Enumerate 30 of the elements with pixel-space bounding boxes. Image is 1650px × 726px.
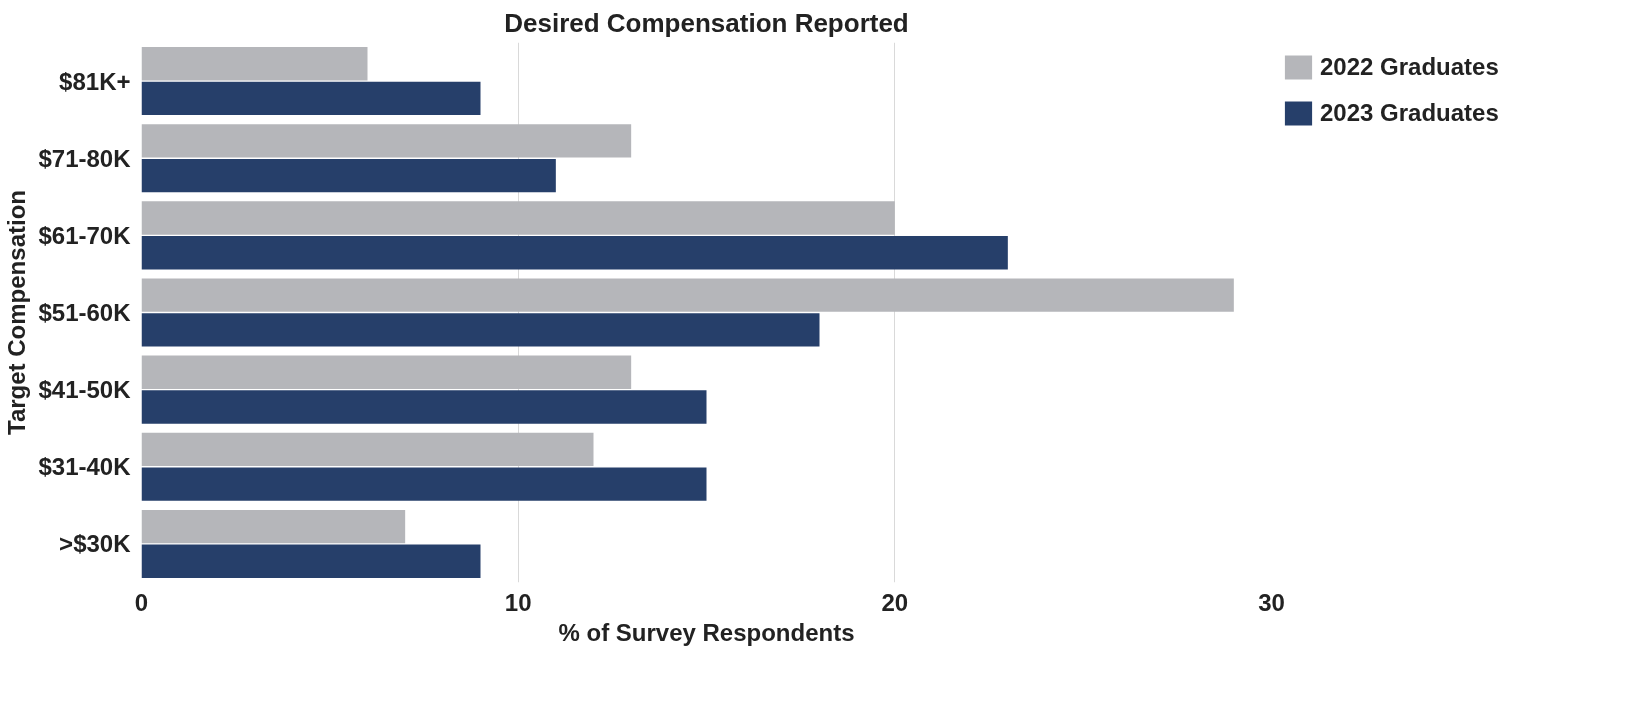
bar (141, 81, 481, 116)
bar (141, 509, 406, 544)
x-tick-label: 30 (1258, 588, 1285, 616)
y-axis-title: Target Compensation (3, 190, 31, 435)
bar (141, 236, 1008, 270)
y-tick-label: $51-60K (38, 299, 132, 326)
legend-label: 2023 Graduates (1320, 99, 1499, 127)
bar (141, 313, 820, 347)
bar (141, 467, 707, 501)
y-tick-label: >$30K (59, 530, 132, 558)
chart-title: Desired Compensation Reported (504, 7, 909, 38)
x-axis-title: % of Survey Respondents (558, 618, 855, 646)
bar (141, 158, 556, 193)
x-tick-label: 20 (881, 588, 909, 616)
bar (141, 124, 632, 158)
y-tick-label: $71-80K (38, 144, 132, 172)
y-tick-label: $81K+ (59, 67, 131, 95)
bar (141, 544, 481, 578)
bar (141, 432, 594, 467)
bar (141, 390, 707, 424)
x-tick-label: 0 (134, 588, 149, 616)
legend-label: 2022 Graduates (1320, 53, 1499, 81)
bar (141, 47, 368, 81)
y-tick-label: $31-40K (38, 453, 132, 481)
y-tick-label: $61-70K (38, 221, 132, 249)
x-tick-label: 10 (504, 588, 532, 616)
bar (141, 278, 1234, 312)
bar (141, 201, 895, 235)
bar (141, 355, 632, 389)
y-tick-label: $41-50K (38, 376, 132, 404)
